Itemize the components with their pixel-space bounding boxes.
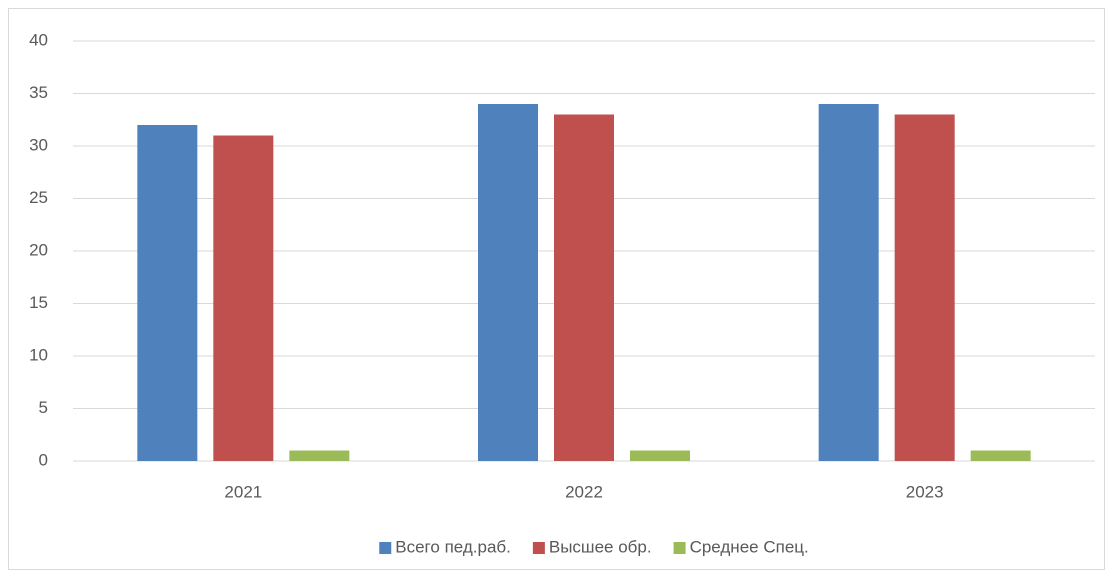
y-tick-label: 10 bbox=[29, 345, 48, 364]
bar bbox=[818, 104, 879, 461]
bar bbox=[289, 450, 350, 461]
y-tick-label: 30 bbox=[29, 135, 48, 154]
y-tick-label: 15 bbox=[29, 293, 48, 312]
bar bbox=[894, 114, 955, 461]
legend-swatch bbox=[532, 542, 545, 554]
y-tick-label: 20 bbox=[29, 240, 48, 259]
x-tick-label: 2021 bbox=[224, 482, 262, 501]
legend-swatch bbox=[379, 542, 392, 554]
legend-label: Всего пед.раб. bbox=[395, 537, 511, 556]
bar bbox=[630, 450, 690, 461]
bar bbox=[554, 114, 614, 461]
bar bbox=[970, 450, 1031, 461]
bar bbox=[213, 135, 274, 461]
bar bbox=[478, 104, 538, 461]
y-tick-label: 25 bbox=[29, 188, 48, 207]
y-tick-label: 0 bbox=[39, 450, 48, 469]
y-tick-label: 35 bbox=[29, 83, 48, 102]
x-tick-label: 2023 bbox=[906, 482, 944, 501]
y-tick-label: 5 bbox=[39, 398, 48, 417]
legend-label: Среднее Спец. bbox=[690, 537, 809, 556]
legend-swatch bbox=[673, 542, 686, 554]
y-tick-label: 40 bbox=[29, 30, 48, 49]
legend-label: Высшее обр. bbox=[549, 537, 652, 556]
bar bbox=[137, 125, 198, 461]
x-tick-label: 2022 bbox=[565, 482, 603, 501]
